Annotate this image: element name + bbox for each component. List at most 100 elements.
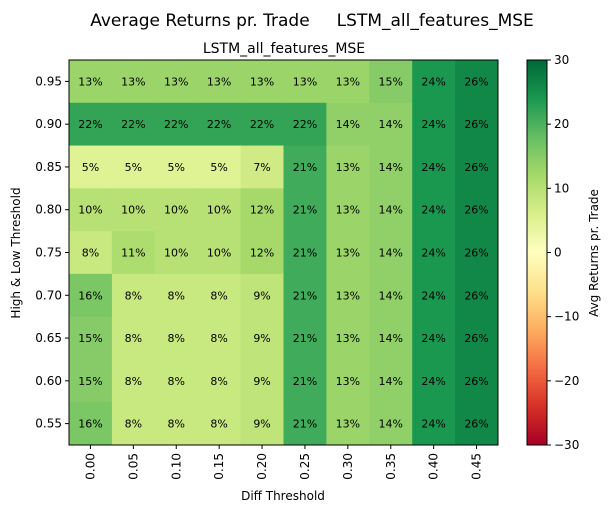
cell-value-label: 14%: [336, 118, 360, 131]
heatmap-cell: [111, 231, 156, 275]
cell-value-label: 24%: [421, 247, 445, 260]
cell-value-label: 13%: [336, 289, 360, 302]
cell-value-label: 9%: [253, 375, 270, 388]
heatmap-cell: [197, 188, 242, 232]
cell-value-label: 14%: [379, 161, 403, 174]
cell-value-label: 15%: [78, 332, 102, 345]
cell-value-label: 26%: [464, 289, 488, 302]
cell-value-label: 7%: [253, 161, 270, 174]
heatmap-cell: [326, 359, 370, 403]
x-axis-ticks: 0.00 0.05 0.10 0.15 0.20 0.25 0.30 0.35 0.40 0.45: [83, 445, 484, 480]
heatmap-cell: [455, 102, 499, 147]
heatmap-cell: [240, 231, 284, 275]
heatmap-cell: [240, 316, 284, 360]
cell-value-label: 11%: [121, 247, 145, 260]
y-tick-label: 0.65: [35, 331, 62, 345]
heatmap-cell: [69, 359, 113, 403]
heatmap-cell: [154, 316, 199, 360]
heatmap-cell: [240, 359, 284, 403]
cell-value-label: 24%: [421, 418, 445, 431]
heatmap-cell: [69, 60, 113, 104]
heatmap-cell: [283, 359, 327, 403]
heatmap-cell: [240, 102, 284, 147]
colorbar-tick-label: 0: [554, 246, 562, 260]
cell-value-label: 13%: [121, 75, 145, 88]
cell-value-label: 21%: [293, 289, 317, 302]
x-tick-label: 0.35: [384, 453, 398, 480]
heatmap-cell: [369, 231, 413, 275]
cell-value-label: 10%: [207, 247, 231, 260]
heatmap-cell: [412, 402, 456, 446]
heatmap-cell: [197, 402, 242, 446]
heatmap-cell: [240, 402, 284, 446]
cell-value-label: 12%: [250, 204, 274, 217]
cell-value-label: 8%: [168, 289, 185, 302]
cell-value-label: 24%: [421, 118, 445, 131]
heatmap-cell: [412, 188, 456, 232]
heatmap-cell: [412, 231, 456, 275]
heatmap-cell: [369, 359, 413, 403]
cell-value-label: 9%: [253, 332, 270, 345]
colorbar: [526, 59, 548, 446]
cell-value-label: 13%: [164, 75, 188, 88]
colorbar-tick-label: 20: [554, 117, 569, 131]
heatmap-cell: [455, 316, 499, 360]
heatmap-cell: [455, 273, 499, 318]
y-tick-label: 0.95: [35, 74, 62, 88]
heatmap-cell: [154, 402, 199, 446]
heatmap-cell: [283, 402, 327, 446]
heatmap-cell: [369, 102, 413, 147]
cell-value-label: 24%: [421, 204, 445, 217]
x-tick-label: 0.20: [255, 453, 269, 480]
heatmap-cell: [111, 316, 156, 360]
colorbar-tick-label: −30: [554, 438, 579, 452]
cell-value-label: 26%: [464, 418, 488, 431]
x-tick-label: 0.25: [298, 453, 312, 480]
cell-value-label: 8%: [210, 375, 227, 388]
heatmap-cell: [283, 316, 327, 360]
cell-value-label: 14%: [379, 289, 403, 302]
heatmap-cell: [154, 231, 199, 275]
heatmap-cell: [111, 60, 156, 104]
heatmap-cell: [412, 102, 456, 147]
cell-value-label: 8%: [210, 289, 227, 302]
heatmap-cell: [111, 188, 156, 232]
x-tick-label: 0.00: [83, 453, 97, 480]
cell-value-label: 5%: [82, 161, 99, 174]
cell-value-label: 15%: [379, 75, 403, 88]
cell-value-label: 8%: [210, 332, 227, 345]
cell-value-label: 10%: [207, 204, 231, 217]
heatmap-cell: [369, 402, 413, 446]
heatmap-cell: [326, 145, 370, 189]
x-tick-label: 0.40: [427, 453, 441, 480]
colorbar-ticks: 30 20 10 0 −10 −20 −30: [547, 53, 579, 452]
cell-value-label: 13%: [336, 75, 360, 88]
cell-value-label: 13%: [336, 332, 360, 345]
cell-value-label: 22%: [121, 118, 145, 131]
cell-value-label: 21%: [293, 204, 317, 217]
heatmap-cell: [240, 60, 284, 104]
heatmap-cell: [154, 359, 199, 403]
chart-title: LSTM_all_features_MSE: [203, 41, 365, 57]
cell-value-label: 26%: [464, 204, 488, 217]
x-tick-label: 0.05: [126, 453, 140, 480]
cell-value-label: 8%: [125, 375, 142, 388]
colorbar-label: Avg Returns pr. Trade: [587, 189, 601, 317]
cell-value-label: 8%: [168, 375, 185, 388]
heatmap-cell: [111, 102, 156, 147]
heatmap-cell: [69, 188, 113, 232]
heatmap-cell: [197, 102, 242, 147]
heatmap-cell: [154, 145, 199, 189]
heatmap-cell: [197, 60, 242, 104]
heatmap-cell: [369, 273, 413, 318]
cell-value-label: 5%: [168, 161, 185, 174]
cell-value-label: 13%: [293, 75, 317, 88]
cell-value-label: 8%: [125, 332, 142, 345]
y-tick-label: 0.80: [35, 203, 62, 217]
cell-value-label: 10%: [164, 247, 188, 260]
heatmap-cell: [369, 316, 413, 360]
cell-value-label: 26%: [464, 161, 488, 174]
cell-value-label: 26%: [464, 75, 488, 88]
cell-value-label: 13%: [78, 75, 102, 88]
heatmap-cell: [283, 231, 327, 275]
